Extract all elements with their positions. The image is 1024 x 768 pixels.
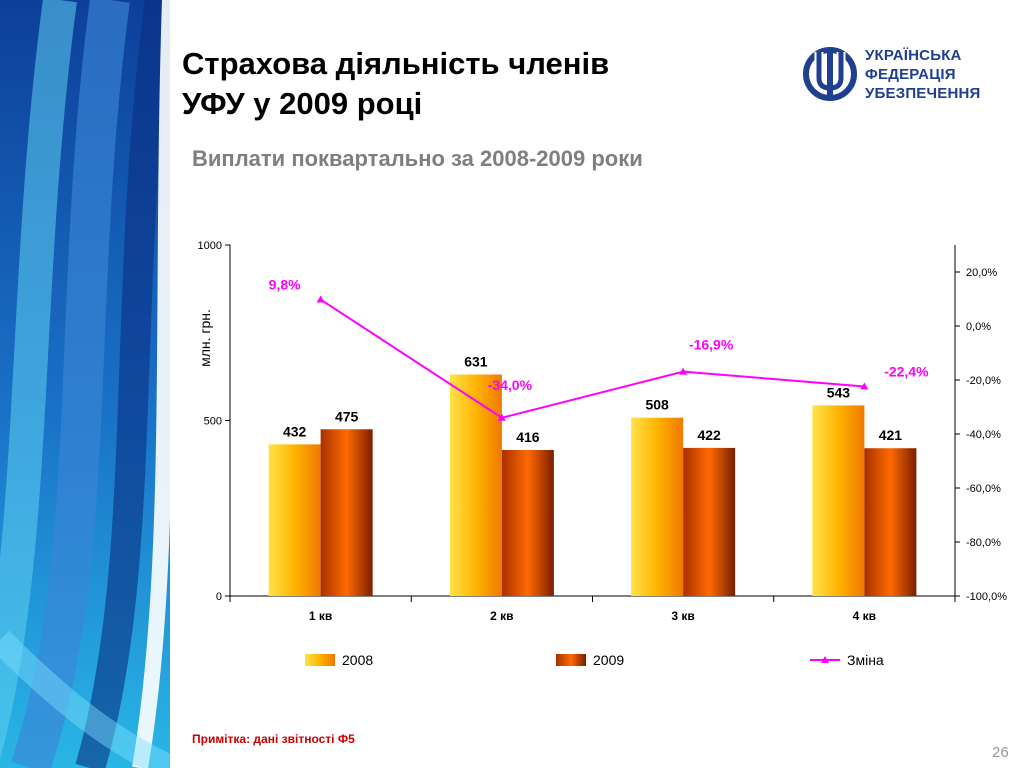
bar-value-label: 416	[516, 429, 540, 445]
ufu-emblem-icon	[803, 47, 857, 101]
x-tick-label: 4 кв	[853, 609, 876, 623]
bar-2008	[268, 444, 321, 596]
logo-text: УКРАЇНСЬКА ФЕДЕРАЦІЯ УБЕЗПЕЧЕННЯ	[865, 46, 981, 103]
y-axis-label: млн. грн.	[197, 309, 213, 367]
bar-2009	[683, 447, 736, 596]
bar-2009	[864, 448, 917, 596]
slide-title-line-2: УФУ у 2009 році	[182, 86, 423, 121]
logo-line-1: УКРАЇНСЬКА	[865, 47, 962, 64]
y2-tick-label: -40,0%	[966, 429, 1001, 441]
y2-tick-label: -100,0%	[966, 591, 1007, 603]
x-tick-label: 1 кв	[309, 609, 332, 623]
slide-title-line-1: Страхова діяльність членів	[182, 46, 610, 81]
legend-label-2009: 2009	[593, 652, 624, 668]
footnote: Примітка: дані звітності Ф5	[192, 732, 355, 746]
bar-value-label: 508	[645, 397, 669, 413]
bar-value-label: 631	[464, 354, 488, 370]
x-tick-label: 2 кв	[490, 609, 513, 623]
bar-2008	[812, 405, 865, 596]
decorative-side-stripes	[0, 0, 170, 768]
slide-title: Страхова діяльність членів УФУ у 2009 ро…	[182, 44, 609, 124]
bar-2008	[631, 417, 684, 596]
bar-2009	[501, 449, 554, 596]
change-point	[497, 413, 506, 421]
legend-label-change: Зміна	[847, 652, 884, 668]
change-value-label: 9,8%	[269, 277, 301, 293]
page-number: 26	[992, 744, 1009, 761]
change-value-label: -16,9%	[689, 337, 734, 353]
x-tick-label: 3 кв	[671, 609, 694, 623]
y2-tick-label: -20,0%	[966, 375, 1001, 387]
change-point	[679, 367, 688, 375]
change-point	[860, 382, 869, 390]
bar-value-label: 475	[335, 408, 359, 424]
change-value-label: -22,4%	[884, 363, 929, 379]
logo-line-3: УБЕЗПЕЧЕННЯ	[865, 85, 981, 102]
ufu-logo: УКРАЇНСЬКА ФЕДЕРАЦІЯ УБЕЗПЕЧЕННЯ	[803, 44, 993, 106]
bar-2008	[449, 374, 502, 596]
change-point	[316, 295, 325, 303]
bar-value-label: 432	[283, 423, 307, 439]
legend-swatch-2009	[556, 654, 586, 666]
chart-subtitle: Виплати поквартально за 2008-2009 роки	[192, 146, 643, 171]
legend-label-2008: 2008	[342, 652, 373, 668]
change-value-label: -34,0%	[488, 377, 533, 393]
legend-swatch-2008	[305, 654, 335, 666]
y2-tick-label: -60,0%	[966, 483, 1001, 495]
legend-marker-change	[821, 656, 829, 663]
change-line	[320, 298, 865, 419]
bar-value-label: 421	[879, 427, 903, 443]
y2-tick-label: 20,0%	[966, 267, 997, 279]
y-tick-label: 0	[216, 591, 222, 603]
bar-2009	[320, 429, 373, 596]
y2-tick-label: -80,0%	[966, 537, 1001, 549]
bar-value-label: 543	[827, 384, 851, 400]
y2-tick-label: 0,0%	[966, 321, 991, 333]
logo-line-2: ФЕДЕРАЦІЯ	[865, 66, 956, 83]
payments-chart: 0 500 1000 -100,0% -80,0% -60,0% -40,0% -20,0% 0…	[197, 240, 1007, 668]
y-tick-label: 1000	[198, 240, 222, 252]
bar-value-label: 422	[697, 427, 721, 443]
y-tick-label: 500	[204, 416, 222, 428]
